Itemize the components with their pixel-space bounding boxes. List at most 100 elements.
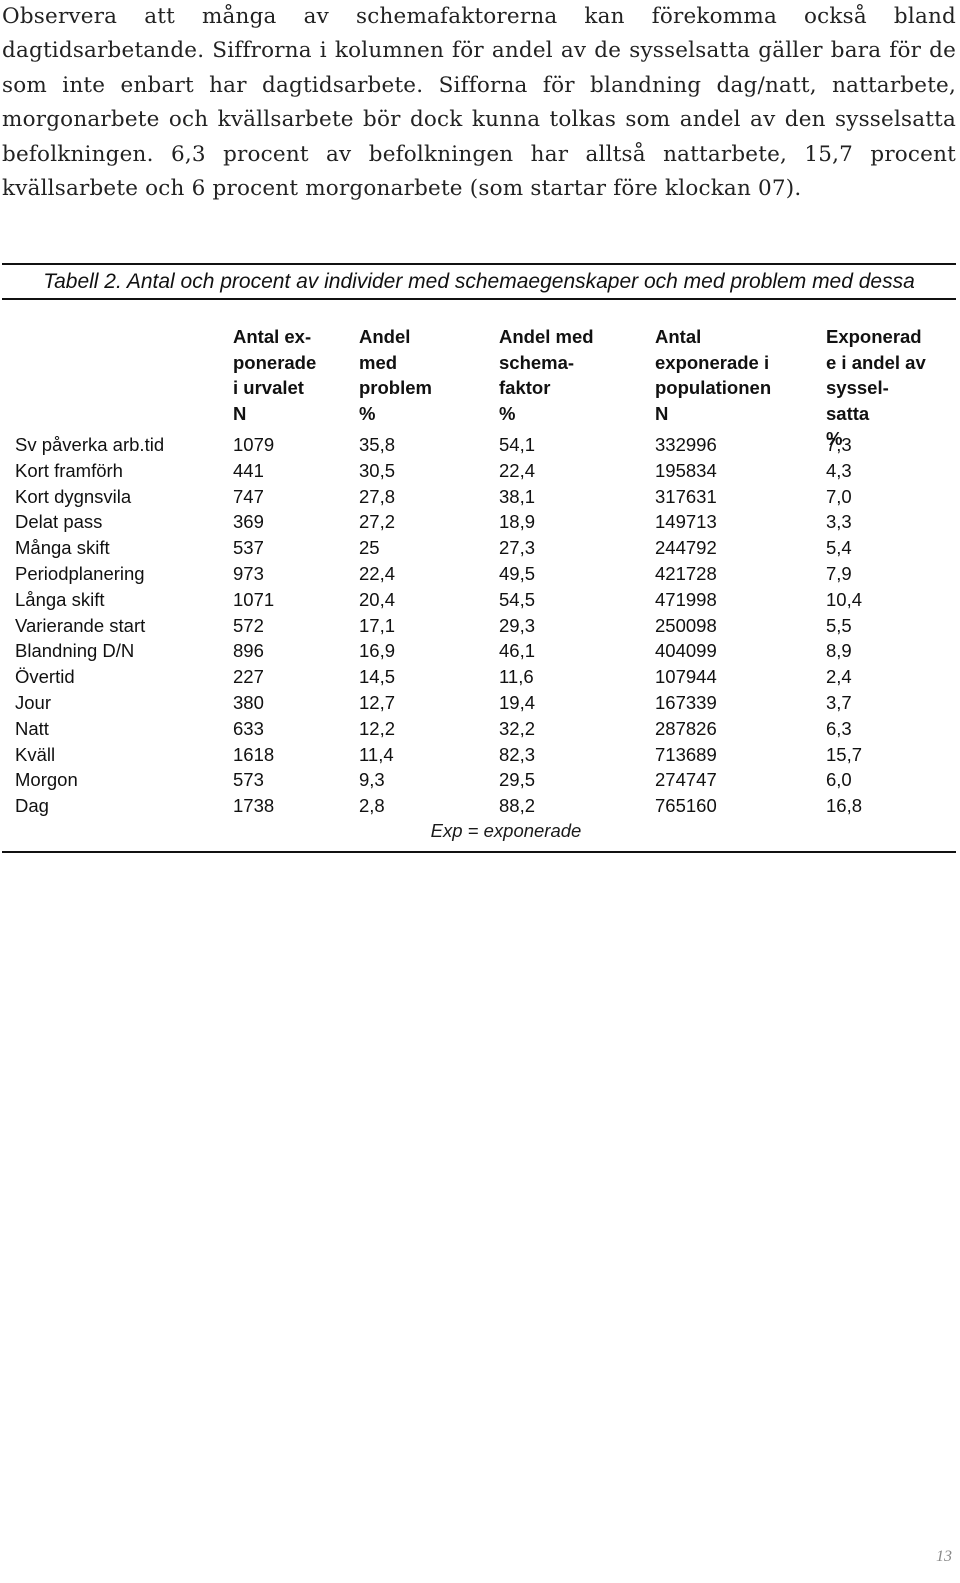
header-antal-exponerade-urvalet: Antal ex-ponerade i urvalet N [233,324,353,426]
table-cell: 441 [233,459,264,481]
table-cell: 2,4 [826,666,852,688]
row-label: Dag [15,795,49,817]
table-cell: 29,5 [499,769,536,791]
table-cell: 25 [359,537,380,559]
table-cell: 12,2 [359,717,396,739]
header-line: N [655,402,669,424]
page-number: 13 [936,1548,952,1565]
table-cell: 10,4 [826,588,863,610]
table-cell: 713689 [655,743,717,765]
table-cell: 30,5 [359,459,396,481]
table-cell: 7,9 [826,562,852,584]
intro-paragraph: Observera att många av schemafaktorerna … [2,4,956,202]
table-cell: 973 [233,562,264,584]
table-cell: 22,4 [499,459,536,481]
table-note: Exp = exponerade [430,819,582,841]
table-cell: 82,3 [499,743,536,765]
row-label: Blandning D/N [15,640,135,662]
table-cell: 250098 [655,614,717,636]
header-line: problem [359,377,432,398]
header-line: syssel- [826,377,889,398]
table-row: Kort dygnsvila 747 27,8 38,1 317631 7,0 [2,484,956,510]
table-cell: 5,4 [826,537,852,559]
header-line: i urvalet [233,377,304,398]
table-row: Sv påverka arb.tid 1079 35,8 54,1 332996 7,3 [2,432,956,458]
table-cell: 633 [233,717,264,739]
table-cell: 896 [233,640,264,662]
table-cell: 421728 [655,562,717,584]
table-cell: 88,2 [499,795,536,817]
table-row: Varierande start 572 17,1 29,3 250098 5,5 [2,613,956,639]
table-cell: 17,1 [359,614,396,636]
header-line: Andel med [499,326,594,347]
table-cell: 8,9 [826,640,852,662]
header-line: exponerade i [655,351,770,373]
table-cell: 332996 [655,434,717,455]
header-line: satta [826,402,870,424]
table-cell: 16,8 [826,795,863,817]
table-cell: 149713 [655,511,717,533]
table-cell: 747 [233,485,264,507]
table-cell: 3,3 [826,511,852,533]
row-label: Kväll [15,743,56,765]
table-cell: 1079 [233,434,275,455]
table-row: Delat pass 369 27,2 18,9 149713 3,3 [2,509,956,535]
header-line: e i andel av [826,351,926,373]
row-label: Sv påverka arb.tid [15,434,165,455]
table-cell: 765160 [655,795,717,817]
table-cell: 2,8 [359,795,385,817]
header-line: populationen [655,377,772,398]
table-cell: 11,4 [359,743,394,765]
row-label: Övertid [15,666,75,688]
header-line: ponerade [233,351,317,373]
table-cell: 537 [233,537,264,559]
table-cell: 49,5 [499,562,536,584]
header-line: med [359,351,398,373]
table-cell: 1738 [233,795,275,817]
table-cell: 573 [233,769,264,791]
row-label: Många skift [15,537,110,559]
header-andel-med-schemafaktor: Andel med schema-faktor% [499,324,639,426]
table-cell: 244792 [655,537,717,559]
table-cell: 27,8 [359,485,396,507]
table-caption: Tabell 2. Antal och procent av individer… [43,270,915,293]
table-2: Tabell 2. Antal och procent av individer… [2,263,956,853]
table-cell: 54,5 [499,588,536,610]
table-row: Långa skift 1071 20,4 54,5 471998 10,4 [2,587,956,613]
table-row: Morgon 573 9,3 29,5 274747 6,0 [2,767,956,793]
table-cell: 35,8 [359,434,396,455]
table-cell: 1618 [233,743,275,765]
row-label: Periodplanering [15,562,145,584]
table-cell: 27,2 [359,511,396,533]
table-cell: 19,4 [499,691,536,713]
row-label: Jour [15,691,51,713]
row-label: Långa skift [15,588,105,610]
table-cell: 3,7 [826,691,852,713]
header-andel-med-problem: Andel med problem% [359,324,479,426]
row-label: Varierande start [15,614,146,636]
table-cell: 167339 [655,691,717,713]
table-cell: 14,5 [359,666,396,688]
table-cell: 11,6 [499,666,534,688]
table-cell: 369 [233,511,264,533]
table-row: Många skift 537 25 27,3 244792 5,4 [2,535,956,561]
table-cell: 5,5 [826,614,852,636]
row-label: Kort framförh [15,459,123,481]
header-line: faktor [499,377,551,398]
table-cell: 54,1 [499,434,536,455]
table-cell: 9,3 [359,769,385,791]
table-cell: 227 [233,666,264,688]
header-line: N [233,402,247,424]
header-line: Andel [359,326,411,347]
header-line: % [359,402,376,424]
table-cell: 38,1 [499,485,536,507]
table-cell: 107944 [655,666,717,688]
header-line: Exponerad [826,326,922,347]
table-cell: 274747 [655,769,717,791]
table-cell: 16,9 [359,640,396,662]
table-cell: 317631 [655,485,717,507]
table-cell: 29,3 [499,614,536,636]
table-cell: 6,0 [826,769,852,791]
table-row: Jour 380 12,7 19,4 167339 3,7 [2,690,956,716]
header-line: Antal [655,326,702,347]
